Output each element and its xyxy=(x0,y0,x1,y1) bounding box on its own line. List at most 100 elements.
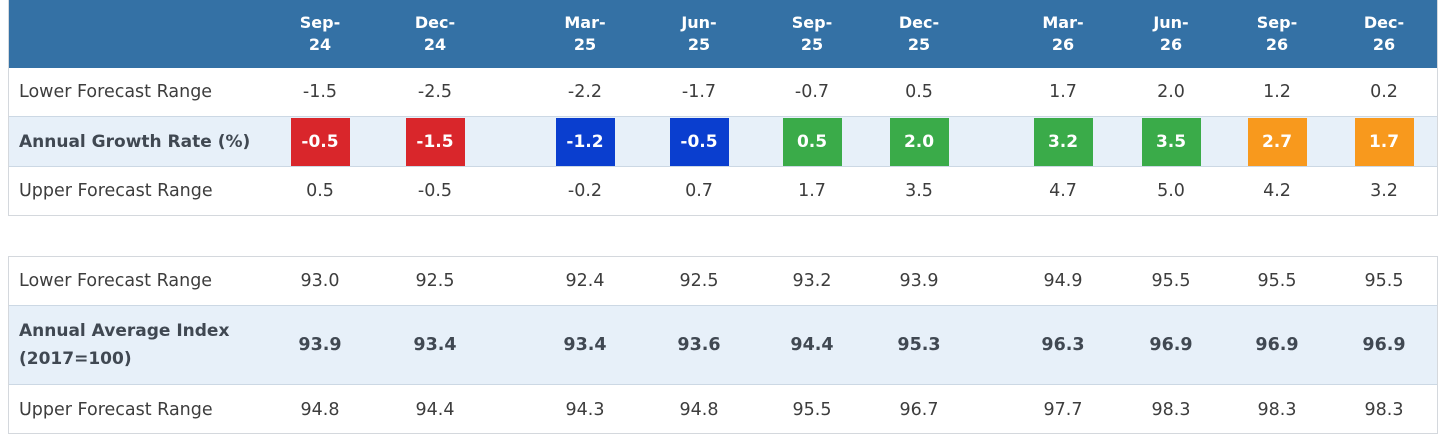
period-header-month: Dec- xyxy=(414,13,456,32)
lower-forecast-value: 1.7 xyxy=(1049,82,1077,102)
lower-forecast-value: 93.2 xyxy=(792,271,832,291)
growth-rate-badge: 2.0 xyxy=(889,118,949,166)
upper-forecast-value: 94.8 xyxy=(300,399,340,420)
period-header-year: 25 xyxy=(687,35,711,54)
growth-rate-row: Annual Growth Rate (%) -0.5 -1.5 -1.2 -0.5 0… xyxy=(9,116,1437,167)
lower-forecast-value: 94.9 xyxy=(1043,271,1083,291)
average-index-value: 96.9 xyxy=(1255,335,1299,355)
average-index-value: 96.9 xyxy=(1362,335,1406,355)
lower-forecast-value: 95.5 xyxy=(1364,271,1404,291)
growth-rate-badge: -0.5 xyxy=(290,118,350,166)
growth-upper-forecast-row: Upper Forecast Range 0.5 -0.5 -0.2 0.7 1.7 3.… xyxy=(9,167,1437,215)
growth-rate-badge: 3.5 xyxy=(1141,118,1201,166)
average-index-value: 94.4 xyxy=(790,335,834,355)
period-header-row: Sep- 24 Dec- 24 Mar- 25 Jun- 25 Sep- 25 Dec- 25 Mar-… xyxy=(9,0,1437,68)
period-header-month: Sep- xyxy=(1256,13,1298,32)
period-header-year: 25 xyxy=(800,35,824,54)
row-label: Annual Average Index (2017=100) xyxy=(19,306,229,384)
period-header-month: Jun- xyxy=(1153,13,1189,32)
period-header-year: 25 xyxy=(573,35,597,54)
period-header-month: Mar- xyxy=(1042,13,1084,32)
row-label-line1: Annual Average Index xyxy=(19,321,230,341)
upper-forecast-value: 3.2 xyxy=(1370,181,1398,201)
upper-forecast-value: 0.5 xyxy=(306,181,334,201)
average-index-value: 96.3 xyxy=(1041,335,1085,355)
lower-forecast-value: -0.7 xyxy=(794,82,830,102)
upper-forecast-value: 94.3 xyxy=(565,399,605,420)
growth-rate-badge: 2.7 xyxy=(1247,118,1307,166)
period-header-month: Jun- xyxy=(681,13,717,32)
index-upper-forecast-row: Upper Forecast Range 94.8 94.4 94.3 94.8 95.… xyxy=(9,385,1437,434)
period-header-year: 26 xyxy=(1265,35,1289,54)
upper-forecast-value: 5.0 xyxy=(1157,181,1185,201)
period-header-month: Mar- xyxy=(564,13,606,32)
period-header-year: 24 xyxy=(423,35,447,54)
lower-forecast-value: 93.9 xyxy=(899,271,939,291)
period-header-month: Sep- xyxy=(791,13,833,32)
period-header-month: Dec- xyxy=(898,13,940,32)
lower-forecast-value: -2.2 xyxy=(567,82,603,102)
average-index-value: 93.9 xyxy=(298,335,342,355)
growth-rate-badge: 0.5 xyxy=(782,118,842,166)
average-index-value: 93.4 xyxy=(563,335,607,355)
growth-rate-badge: 3.2 xyxy=(1033,118,1093,166)
lower-forecast-value: 0.2 xyxy=(1370,82,1398,102)
index-average-row: Annual Average Index (2017=100) 93.9 93.4… xyxy=(9,305,1437,385)
lower-forecast-value: 95.5 xyxy=(1257,271,1297,291)
period-header-year: 24 xyxy=(308,35,332,54)
row-label: Upper Forecast Range xyxy=(19,399,213,420)
upper-forecast-value: 4.7 xyxy=(1049,181,1077,201)
lower-forecast-value: -2.5 xyxy=(417,82,453,102)
period-header: Jun- 25 xyxy=(654,12,744,56)
upper-forecast-value: 95.5 xyxy=(792,399,832,420)
period-header-year: 26 xyxy=(1372,35,1396,54)
average-index-value: 93.6 xyxy=(677,335,721,355)
upper-forecast-value: 1.7 xyxy=(798,181,826,201)
lower-forecast-value: 0.5 xyxy=(905,82,933,102)
period-header: Mar- 25 xyxy=(540,12,630,56)
lower-forecast-value: 1.2 xyxy=(1263,82,1291,102)
period-header: Jun- 26 xyxy=(1126,12,1216,56)
period-header: Dec- 25 xyxy=(874,12,964,56)
upper-forecast-value: 98.3 xyxy=(1257,399,1297,420)
lower-forecast-value: 92.4 xyxy=(565,271,605,291)
period-header-year: 26 xyxy=(1051,35,1075,54)
upper-forecast-value: 94.8 xyxy=(679,399,719,420)
period-header: Dec- 24 xyxy=(390,12,480,56)
growth-rate-badge: -1.5 xyxy=(405,118,465,166)
lower-forecast-value: -1.5 xyxy=(302,82,338,102)
period-header-year: 25 xyxy=(907,35,931,54)
index-lower-forecast-row: Lower Forecast Range 93.0 92.5 92.4 92.5 93.… xyxy=(9,257,1437,305)
lower-forecast-value: 2.0 xyxy=(1157,82,1185,102)
average-index-value: 93.4 xyxy=(413,335,457,355)
lower-forecast-value: 95.5 xyxy=(1151,271,1191,291)
period-header-month: Dec- xyxy=(1363,13,1405,32)
upper-forecast-value: 4.2 xyxy=(1263,181,1291,201)
upper-forecast-value: 3.5 xyxy=(905,181,933,201)
row-label: Upper Forecast Range xyxy=(19,181,213,201)
period-header: Sep- 25 xyxy=(767,12,857,56)
upper-forecast-value: -0.5 xyxy=(417,181,453,201)
upper-forecast-value: 96.7 xyxy=(899,399,939,420)
upper-forecast-value: 98.3 xyxy=(1364,399,1404,420)
lower-forecast-value: -1.7 xyxy=(681,82,717,102)
upper-forecast-value: 98.3 xyxy=(1151,399,1191,420)
growth-rate-badge: -1.2 xyxy=(555,118,615,166)
row-label: Lower Forecast Range xyxy=(19,271,213,291)
lower-forecast-value: 92.5 xyxy=(679,271,719,291)
growth-lower-forecast-row: Lower Forecast Range -1.5 -2.5 -2.2 -1.7 -0.… xyxy=(9,68,1437,116)
period-header-year: 26 xyxy=(1159,35,1183,54)
average-index-table: Lower Forecast Range 93.0 92.5 92.4 92.5 93.… xyxy=(8,256,1438,434)
average-index-value: 95.3 xyxy=(897,335,941,355)
period-header: Dec- 26 xyxy=(1339,12,1429,56)
period-header: Mar- 26 xyxy=(1018,12,1108,56)
upper-forecast-value: -0.2 xyxy=(567,181,603,201)
row-label: Lower Forecast Range xyxy=(19,82,213,102)
upper-forecast-value: 94.4 xyxy=(415,399,455,420)
growth-rate-table: Sep- 24 Dec- 24 Mar- 25 Jun- 25 Sep- 25 Dec- 25 Mar-… xyxy=(8,0,1438,216)
period-header: Sep- 26 xyxy=(1232,12,1322,56)
period-header: Sep- 24 xyxy=(275,12,365,56)
upper-forecast-value: 97.7 xyxy=(1043,399,1083,420)
upper-forecast-value: 0.7 xyxy=(685,181,713,201)
growth-rate-badge: 1.7 xyxy=(1354,118,1414,166)
